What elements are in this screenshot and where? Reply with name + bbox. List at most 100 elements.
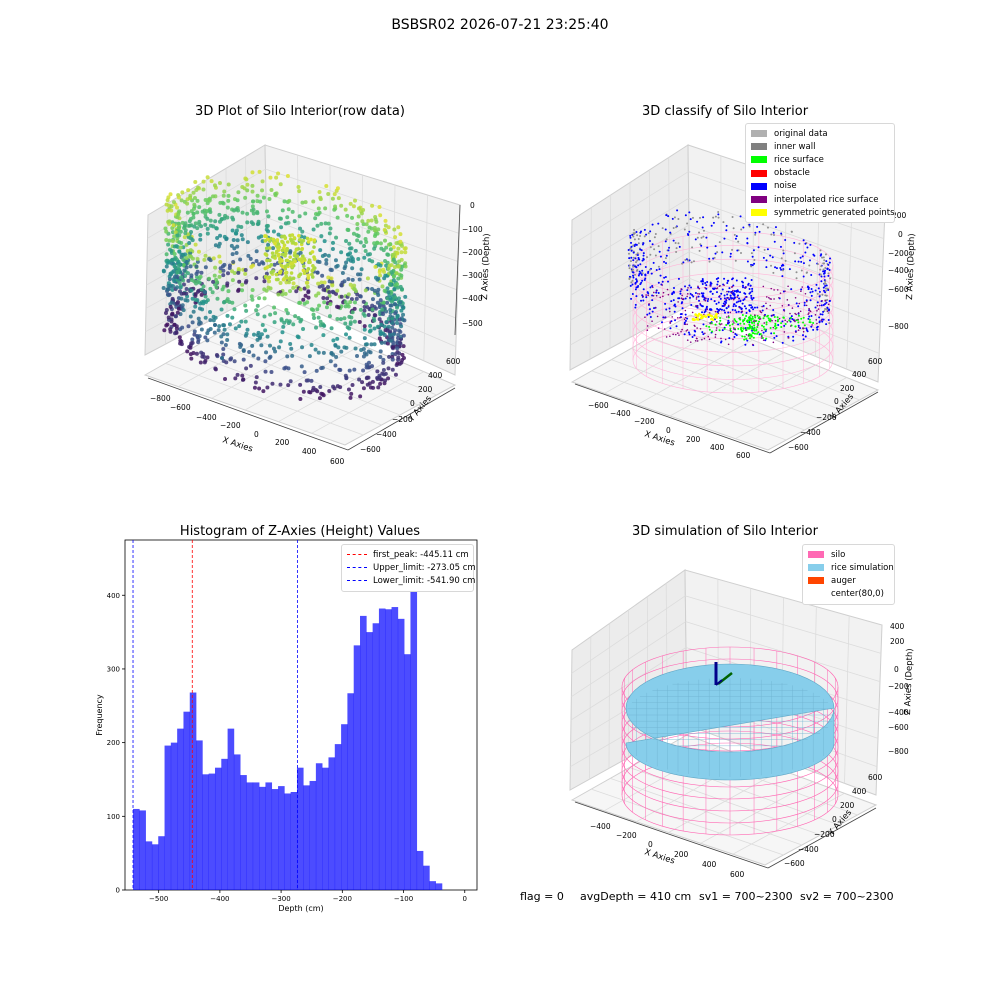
data-point [284, 274, 288, 279]
classified-point [688, 230, 691, 233]
data-point [350, 266, 355, 271]
classified-point [729, 329, 732, 331]
data-point [167, 238, 172, 243]
data-point [188, 264, 193, 269]
plot4-center-axes-marker [714, 662, 733, 686]
data-point [208, 223, 213, 228]
data-point [168, 284, 173, 289]
data-point [277, 216, 282, 221]
data-point [305, 269, 309, 273]
data-point [393, 328, 398, 333]
classified-point [701, 311, 704, 314]
classified-point [668, 307, 671, 310]
classified-point [762, 339, 765, 341]
classified-point [673, 216, 676, 219]
classified-point [787, 285, 789, 288]
data-point [195, 333, 200, 338]
data-point [283, 264, 288, 269]
data-point [201, 299, 206, 304]
data-point [298, 396, 303, 401]
data-point [351, 204, 356, 209]
plot2-title: 3D classify of Silo Interior [641, 104, 809, 119]
data-point [269, 270, 274, 275]
histogram-bar [391, 607, 399, 890]
data-point [202, 257, 207, 262]
classified-point [734, 296, 737, 299]
classified-point [688, 333, 691, 336]
data-point [249, 264, 254, 269]
classified-point [705, 325, 708, 328]
plot2-xlabel: X Axies [643, 429, 676, 448]
plot1-xlabel: X Axies [221, 435, 254, 454]
data-point [336, 345, 341, 350]
data-point [167, 274, 172, 279]
data-point [352, 367, 357, 372]
data-point [252, 385, 257, 390]
classified-point [668, 246, 671, 249]
classified-point [664, 262, 667, 265]
classified-point [725, 307, 728, 310]
data-point [376, 385, 381, 390]
data-point [239, 319, 244, 324]
classified-point [680, 288, 683, 290]
classified-point [783, 331, 786, 333]
data-point [390, 325, 395, 330]
classified-point [704, 308, 707, 311]
classified-point [820, 280, 823, 283]
data-point [257, 296, 262, 301]
data-point [169, 248, 174, 253]
classified-point [779, 292, 782, 294]
plot2-xtick-labels: −600 −400 −200 0 200 400 600 [588, 401, 751, 460]
data-point [305, 236, 310, 241]
classified-point [825, 323, 828, 326]
classified-point [630, 281, 633, 284]
classified-point [809, 291, 812, 294]
data-point [362, 336, 367, 341]
classified-point [636, 252, 639, 255]
data-point [261, 389, 266, 394]
classified-point [637, 258, 640, 261]
data-point [356, 214, 361, 219]
data-point [203, 222, 208, 227]
data-point [395, 346, 400, 351]
classified-point [635, 261, 638, 264]
data-point [200, 307, 205, 312]
classified-point [675, 226, 678, 229]
classified-point [782, 316, 785, 319]
classified-point [630, 256, 633, 259]
data-point [226, 198, 231, 203]
classified-point [676, 332, 679, 334]
data-point [386, 366, 391, 371]
data-point [349, 297, 354, 302]
data-point [376, 287, 381, 292]
data-point [270, 381, 275, 386]
data-point [348, 320, 353, 325]
data-point [355, 354, 360, 359]
data-point [229, 356, 234, 361]
classified-point [765, 266, 768, 269]
plot1-xtick: 0 [254, 430, 259, 439]
classified-point [717, 216, 720, 219]
classified-point [741, 284, 744, 287]
data-point [399, 250, 404, 255]
plot1-y-axis-line [347, 387, 456, 451]
classified-point [762, 331, 765, 334]
classified-point [694, 292, 697, 295]
classified-point [663, 260, 666, 263]
classified-point [818, 304, 821, 307]
classified-point [739, 328, 742, 331]
data-point [323, 206, 328, 211]
data-point [379, 331, 384, 336]
data-point [203, 294, 208, 299]
classified-point [819, 268, 822, 271]
data-point [191, 190, 196, 195]
data-point [201, 284, 206, 289]
classified-point [806, 300, 808, 303]
data-point [328, 302, 333, 307]
classified-point [813, 254, 816, 257]
classified-point [825, 308, 828, 311]
classified-point [727, 304, 730, 307]
classified-point [777, 318, 780, 321]
plot4-xtick-labels: −400 −200 0 200 400 600 [590, 822, 745, 879]
data-point [361, 386, 366, 391]
